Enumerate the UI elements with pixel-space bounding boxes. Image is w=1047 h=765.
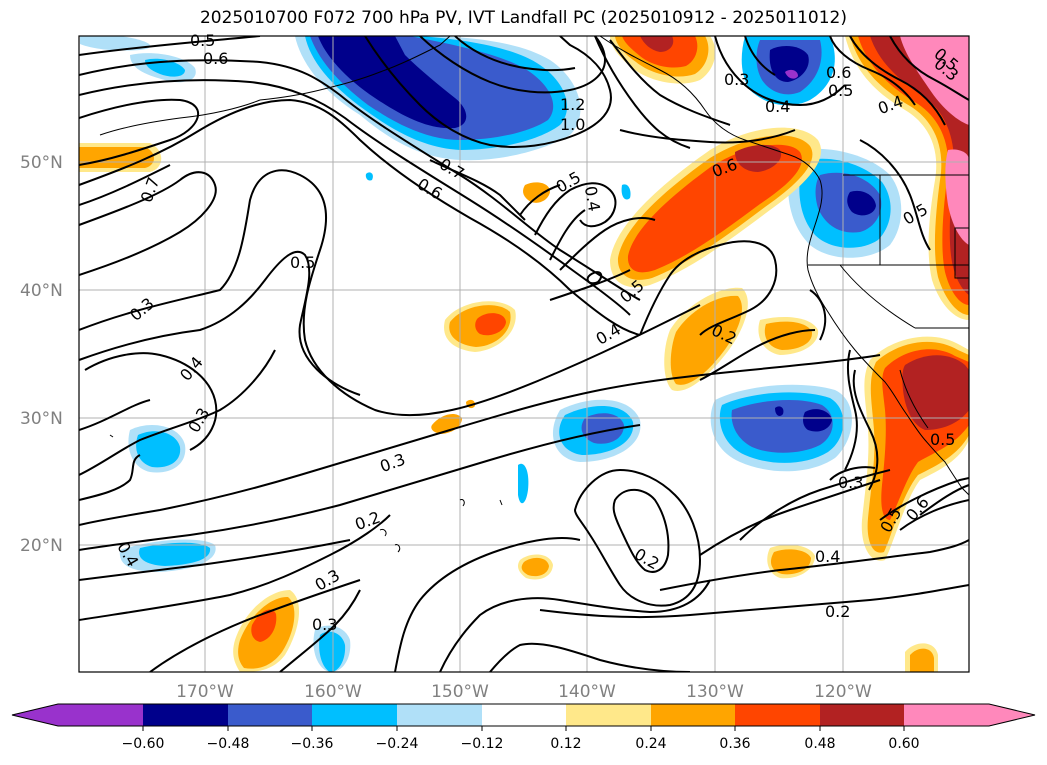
colorbar-segment [312,704,398,726]
colorbar-tick-label: 0.24 [635,736,666,752]
anomaly-fill-midpac [670,295,742,385]
lon-label-150w: 150°W [431,682,489,702]
anomaly-fill-northeast [769,45,809,82]
coastlines [99,36,969,553]
contour-label: 1.2 [560,95,585,114]
anomaly-fill-northwest [80,36,151,51]
lon-label-130w: 130°W [686,682,744,702]
colorbar-segment [566,704,652,726]
anomaly-fill-central-low [581,413,624,444]
contour-label: 0.4 [765,97,790,116]
anomaly-fill-small-pos [910,648,934,672]
colorbar-segment [58,704,144,726]
anomaly-fill-northeast [785,69,798,79]
contour-label: 0.5 [290,253,315,272]
anomaly-fill-ar-plume [735,144,782,172]
colorbar-tick-label: −0.12 [461,736,504,752]
colorbar-tick-label: 0.48 [804,736,835,752]
anomaly-fill-east-coast [945,149,969,245]
contour-label: 0.3 [724,70,749,89]
anomaly-fill-subtropical-low [775,406,784,416]
contour-label: 0.4 [581,185,604,213]
colorbar-segment [228,704,314,726]
lat-label-20n: 20°N [20,536,63,556]
colorbar-segment [820,704,906,726]
colorbar-tick-label: −0.60 [122,736,165,752]
anomaly-fill-southwest-pos [251,609,277,642]
colorbar-segment [735,704,821,726]
contour-label: 0.6 [826,63,851,82]
anomaly-fill-small [365,172,373,181]
contour-label: 0.5 [828,81,853,100]
map-title: 2025010700 F072 700 hPa PV, IVT Landfall… [199,8,847,28]
colorbar-outline [11,703,1036,727]
anomaly-fill-central-pos [475,313,506,336]
colorbar-segment [651,704,737,726]
gridlines [79,36,969,672]
map-frame [78,35,970,673]
contour-label: 0.3 [838,473,863,492]
lon-label-170w: 170°W [176,682,234,702]
colorbar-segment [482,704,568,726]
longitude-labels: 170°W 160°W 150°W 140°W 130°W 120°W [176,682,872,702]
anomaly-fill-south [319,631,346,672]
lat-label-40n: 40°N [20,281,63,301]
colorbar-tick-label: 0.12 [550,736,581,752]
anomaly-fill-small-pos [523,182,550,203]
colorbar-tick-label: 0.36 [719,736,750,752]
anomaly-fill-midpac [764,321,813,350]
colorbar-extend-right [989,704,1035,726]
contour-label: 0.6 [203,49,228,68]
colorbar-tick-label: 0.60 [888,736,919,752]
contour-label: 0.3 [312,615,337,634]
colorbar-segment [904,704,990,726]
anomaly-fill-southwest [139,542,211,566]
colorbar-tick-label: −0.36 [291,736,334,752]
contour-label: 0.5 [930,430,955,449]
colorbar-tick-label: −0.24 [376,736,419,752]
lat-label-30n: 30°N [20,409,63,429]
latitude-labels: 50°N 40°N 30°N 20°N [20,153,63,556]
colorbar-extend-left [12,704,58,726]
anomaly-fill-small [518,463,529,504]
lon-label-120w: 120°W [814,682,872,702]
contour-label: 0.4 [815,547,840,566]
anomaly-fill-gulf-alaska [640,36,674,52]
colorbar-segment [397,704,483,726]
contour-label: 1.0 [560,115,585,134]
anomaly-fill-socal [902,355,969,430]
contour-label: 0.2 [825,602,850,621]
colorbar-segment [143,704,229,726]
lon-label-140w: 140°W [558,682,616,702]
anomaly-fill-small-pos [521,557,549,577]
anomaly-fill-subtropical-low [803,409,832,432]
contour-label: 0.5 [190,31,215,50]
lat-label-50n: 50°N [20,153,63,173]
anomaly-fill-west-low [136,431,181,468]
lon-label-160w: 160°W [304,682,362,702]
anomaly-fill-north-trough [318,36,467,129]
anomaly-fill-west-coast-low [847,190,876,216]
anomaly-fill-small [621,184,631,200]
colorbar-tick-label: −0.48 [207,736,250,752]
colorbar: −0.60 −0.48 −0.36 −0.24 −0.12 0.12 0.24 … [11,703,1036,752]
